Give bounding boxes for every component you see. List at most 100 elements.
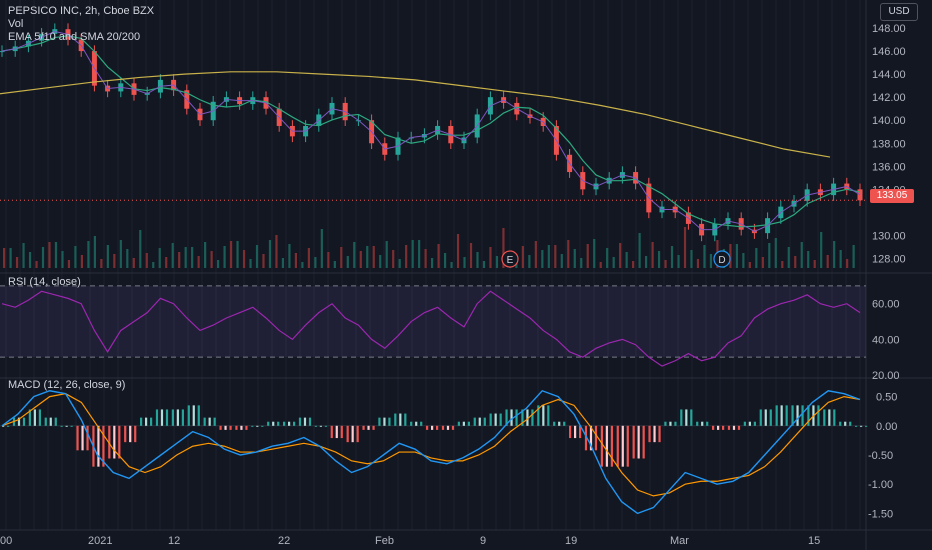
volume-label[interactable]: Vol: [8, 18, 24, 30]
macd-histogram-bar: [277, 421, 280, 426]
volume-bar: [74, 246, 77, 268]
macd-histogram-bar: [383, 417, 386, 426]
macd-histogram-bar: [621, 425, 624, 467]
volume-bar: [431, 258, 434, 268]
volume-bar: [132, 258, 135, 268]
volume-bar: [268, 240, 272, 268]
price-tick-label: 142.00: [872, 92, 906, 104]
price-tick-label: 128.00: [872, 253, 906, 265]
price-tick-label: 138.00: [872, 138, 906, 150]
macd-histogram-bar: [499, 413, 502, 426]
macd-histogram-bar: [594, 425, 598, 451]
macd-histogram-bar: [65, 425, 68, 427]
macd-histogram-bar: [685, 409, 688, 426]
volume-bar: [787, 247, 790, 268]
macd-histogram-bar: [335, 425, 338, 439]
macd-indicator-label[interactable]: MACD (12, 26, close, 9): [8, 379, 126, 391]
volume-bar: [184, 247, 187, 268]
macd-histogram-bar: [483, 417, 486, 426]
macd-histogram-bar: [165, 409, 169, 426]
volume-bar: [28, 252, 32, 268]
macd-histogram-bar: [330, 425, 333, 439]
volume-bar: [281, 258, 285, 268]
macd-histogram-bar: [134, 425, 137, 443]
volume-bar: [424, 249, 427, 268]
volume-bar: [392, 250, 395, 268]
rsi-tick-label: 60.00: [872, 299, 900, 311]
volume-bar: [482, 261, 486, 268]
macd-histogram-bar: [76, 425, 79, 451]
macd-histogram-bar: [86, 425, 89, 451]
volume-bar: [800, 242, 803, 268]
rsi-indicator-label[interactable]: RSI (14, close): [8, 276, 81, 288]
macd-histogram-bar: [817, 405, 820, 426]
volume-bar: [612, 257, 615, 268]
volume-bar: [489, 247, 492, 268]
time-tick-label: 2021: [88, 535, 112, 547]
volume-bar: [761, 257, 764, 268]
volume-bar: [100, 259, 103, 268]
volume-bar: [586, 244, 589, 268]
macd-histogram-bar: [521, 409, 524, 426]
macd-histogram-bar: [865, 425, 868, 427]
volume-bar: [677, 255, 680, 268]
volume-bar: [625, 252, 628, 268]
macd-histogram-bar: [102, 425, 105, 467]
volume-bar: [651, 242, 654, 268]
macd-pane[interactable]: [0, 389, 868, 515]
macd-histogram-bar: [674, 421, 677, 426]
time-tick-label: 15: [808, 535, 820, 547]
macd-histogram-bar: [362, 425, 365, 430]
macd-histogram-bar: [97, 425, 100, 467]
macd-histogram-bar: [118, 425, 121, 459]
currency-button[interactable]: USD: [880, 3, 918, 21]
macd-histogram-bar: [764, 409, 767, 426]
macd-histogram-bar: [192, 405, 195, 426]
macd-histogram-bar: [658, 425, 661, 443]
time-tick-label: 9: [480, 535, 486, 547]
macd-histogram-bar: [462, 421, 465, 426]
volume-bar: [405, 245, 408, 268]
volume-bar: [249, 259, 252, 268]
macd-histogram-bar: [717, 425, 720, 430]
macd-histogram-bar: [610, 425, 613, 467]
volume-bar: [139, 230, 142, 268]
rsi-pane[interactable]: [0, 285, 866, 367]
volume-bar: [262, 254, 265, 268]
volume-bar: [191, 247, 194, 268]
macd-histogram-bar: [235, 425, 238, 430]
volume-bar: [197, 256, 200, 268]
volume-bar: [833, 241, 836, 268]
macd-tick-label: -1.50: [868, 508, 893, 520]
macd-histogram-bar: [54, 417, 57, 426]
macd-histogram-bar: [17, 417, 21, 426]
volume-bar: [560, 254, 563, 268]
macd-histogram-bar: [7, 425, 10, 427]
symbol-title[interactable]: PEPSICO INC, 2h, Cboe BZX: [8, 5, 155, 17]
macd-histogram-bar: [748, 421, 751, 426]
volume-bar: [165, 257, 168, 268]
macd-histogram-bar: [150, 417, 153, 426]
macd-histogram-bar: [426, 425, 429, 430]
macd-histogram-bar: [160, 409, 164, 426]
price-tick-label: 136.00: [872, 161, 906, 173]
volume-bar: [774, 238, 777, 268]
macd-histogram-bar: [129, 425, 132, 443]
macd-histogram-bar: [701, 421, 704, 426]
price-tick-label: 144.00: [872, 69, 906, 81]
macd-tick-label: 0.50: [876, 392, 897, 404]
volume-bar: [204, 242, 207, 268]
ma-indicator-label[interactable]: EMA 5/10 and SMA 20/200: [8, 31, 141, 43]
macd-histogram-bar: [394, 413, 397, 426]
volume-bar: [547, 245, 550, 268]
macd-histogram-bar: [203, 417, 206, 426]
macd-histogram-bar: [807, 405, 810, 426]
macd-histogram-bar: [855, 425, 858, 427]
macd-histogram-bar: [44, 417, 47, 426]
macd-histogram-bar: [446, 425, 450, 430]
volume-bar: [450, 262, 453, 268]
volume-bar: [437, 244, 440, 268]
